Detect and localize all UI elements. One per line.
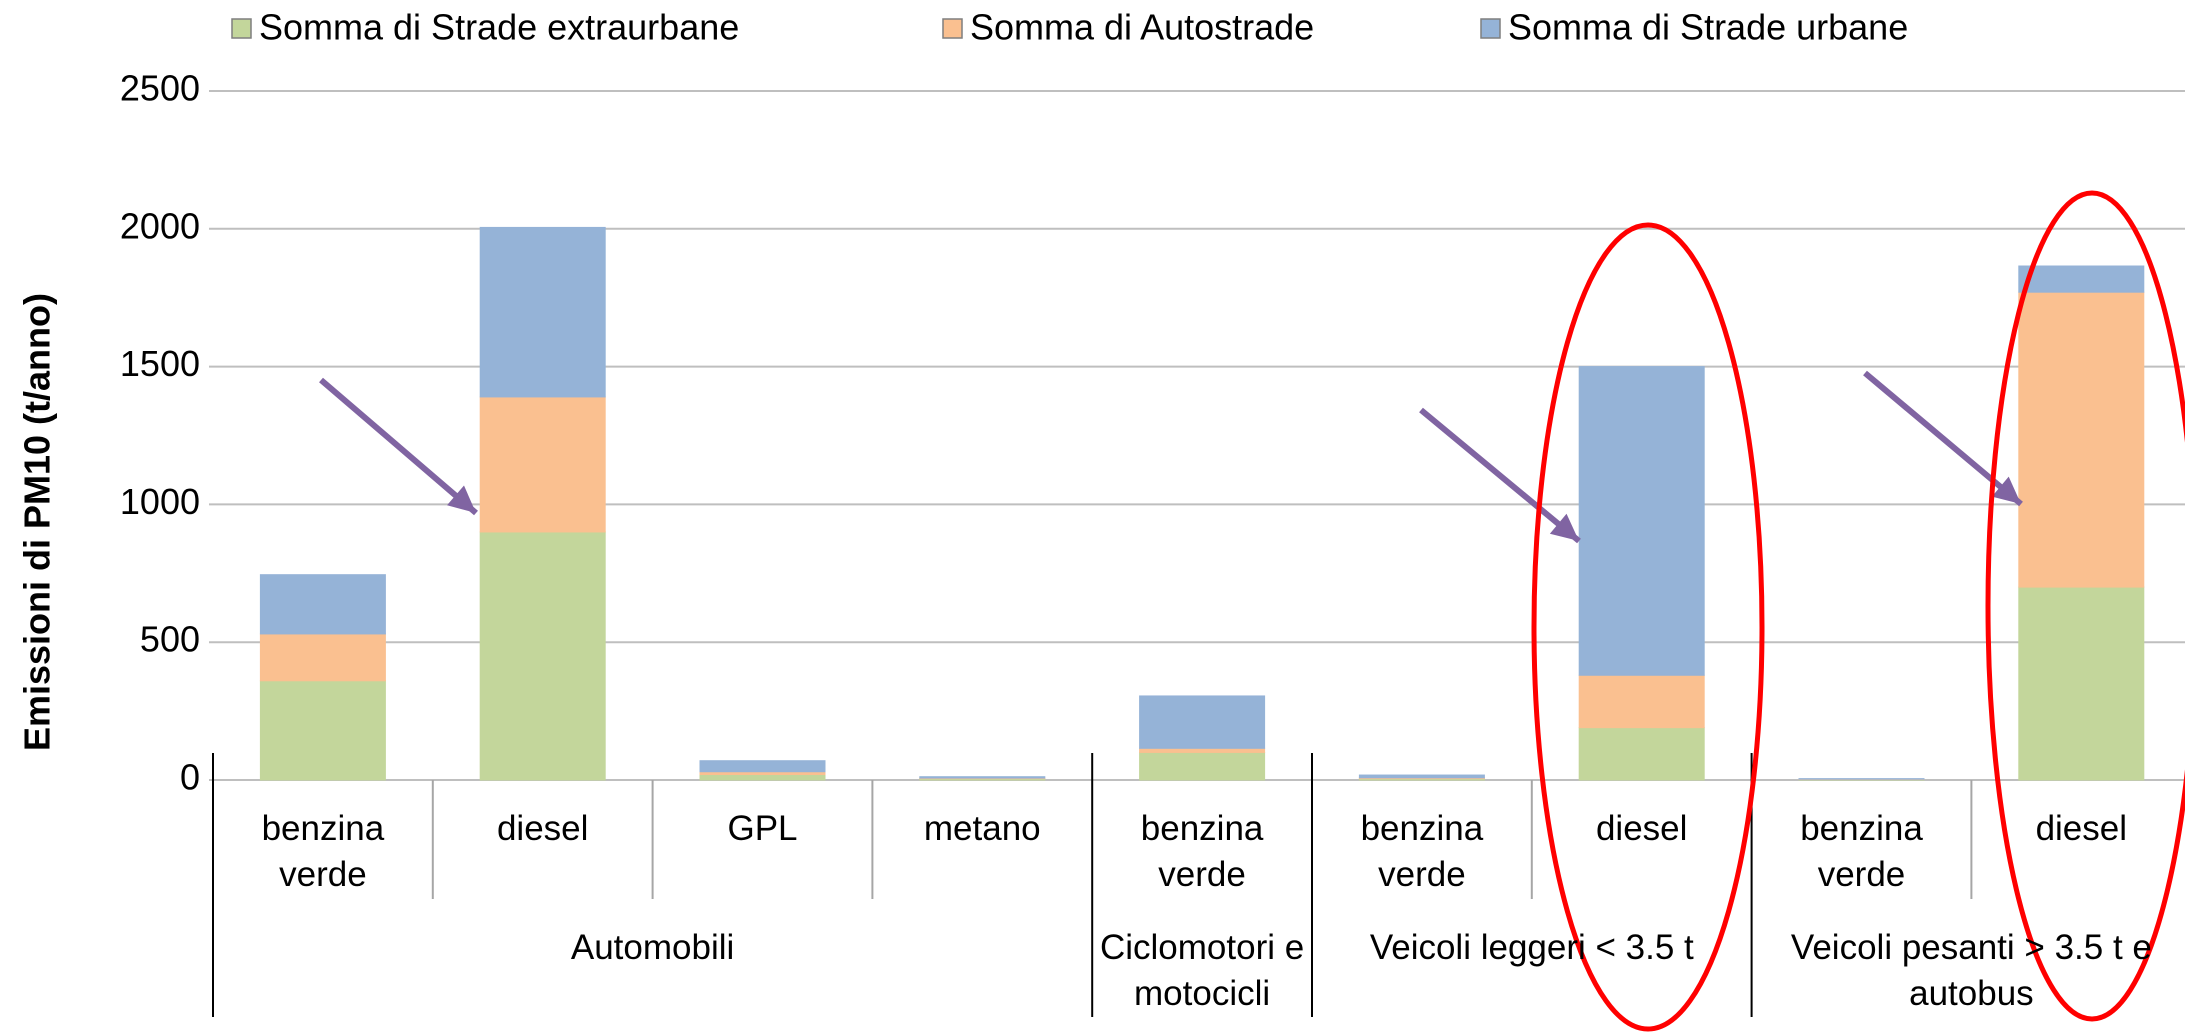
bar-segment <box>259 574 386 635</box>
x-tick-label: benzina verde <box>1140 809 1264 894</box>
annotation-arrow <box>319 377 478 516</box>
bar-segment <box>699 760 826 773</box>
y-tick-label: 0 <box>180 757 200 798</box>
y-tick-label: 2000 <box>120 205 200 246</box>
group-label: Veicoli leggeri < 3.5 t <box>1369 928 1694 967</box>
x-tick-label: benzina verde <box>1800 809 1923 894</box>
annotation-arrowhead <box>447 485 476 513</box>
bar-segment <box>1578 674 1705 729</box>
legend-label: Somma di Autostrade <box>970 7 1314 48</box>
legend-label: Somma di Strade extraurbane <box>259 7 739 48</box>
y-axis-label: Emissioni di PM10 (t/anno) <box>17 293 58 751</box>
bar-segment <box>2018 265 2145 293</box>
bar-segment <box>479 396 606 533</box>
group-label: Automobili <box>570 928 735 967</box>
x-tick-label: GPL <box>727 809 798 848</box>
group-label: Veicoli pesanti > 3.5 t e autobus <box>1790 928 2152 1013</box>
bar-segment <box>259 680 386 781</box>
bar-segment <box>479 226 606 398</box>
legend-swatch <box>231 18 252 39</box>
bar-segment <box>1358 774 1485 779</box>
bar-segment <box>1578 727 1705 781</box>
bar-segment <box>1139 747 1266 753</box>
bar-segment <box>1139 751 1266 781</box>
bar-segment <box>1578 366 1705 676</box>
legend-label: Somma di Strade urbane <box>1508 7 1908 48</box>
x-tick-label: diesel <box>2035 809 2128 848</box>
y-tick-label: 1000 <box>120 481 200 522</box>
x-tick-label: benzina verde <box>261 809 385 894</box>
annotation-arrowhead <box>1549 513 1579 541</box>
group-label: Ciclomotori e motocicli <box>1099 928 1305 1013</box>
annotation-ellipse <box>1531 222 1765 1032</box>
legend-swatch <box>1480 18 1501 39</box>
bar-segment <box>699 773 826 781</box>
x-tick-label: diesel <box>496 809 589 848</box>
x-tick-label: diesel <box>1595 809 1688 848</box>
y-tick-label: 500 <box>140 619 200 660</box>
annotation-arrowhead <box>1991 476 2021 504</box>
bar-segment <box>2018 586 2145 781</box>
legend-swatch <box>942 18 963 39</box>
bar-segment <box>259 633 386 682</box>
y-tick-label: 2500 <box>120 68 200 109</box>
x-tick-label: benzina verde <box>1360 809 1484 894</box>
annotation-ellipse <box>1985 190 2185 1022</box>
bar-segment <box>919 776 1046 779</box>
bar-segment <box>1798 778 1925 780</box>
y-tick-label: 1500 <box>120 343 200 384</box>
bar-segment <box>479 531 606 781</box>
bar-segment <box>1139 695 1266 749</box>
annotation-arrow <box>1419 407 1581 544</box>
x-tick-label: metano <box>923 809 1041 848</box>
bar-segment <box>2018 291 2145 588</box>
